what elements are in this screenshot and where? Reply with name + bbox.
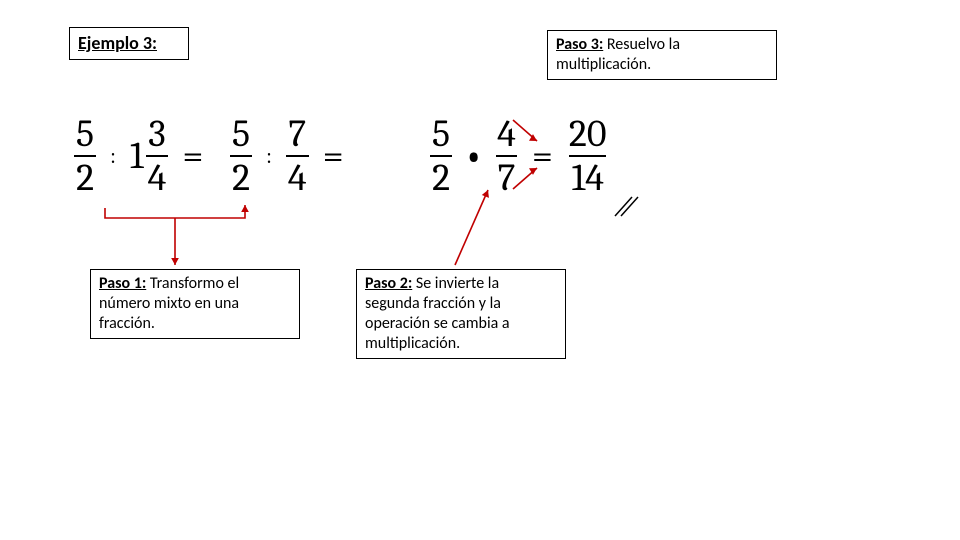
numerator: 4: [495, 115, 518, 155]
fraction: 2014: [567, 115, 609, 197]
operator: =: [176, 134, 209, 178]
numerator: 5: [230, 115, 252, 155]
denominator: 7: [496, 155, 518, 197]
denominator: 2: [430, 155, 452, 197]
example-title-label: Ejemplo 3:: [78, 32, 157, 54]
denominator: 2: [230, 155, 252, 197]
step1-callout: Paso 1: Transformo el número mixto en un…: [90, 269, 300, 339]
multiplication-dot: •: [460, 136, 487, 176]
denominator: 4: [146, 155, 169, 197]
denominator: 4: [286, 155, 309, 197]
equation-group-1: 52:74=: [230, 115, 350, 197]
mixed-number: 134: [130, 115, 168, 197]
fraction: 34: [146, 115, 169, 197]
numerator: 3: [146, 115, 168, 155]
numerator: 5: [430, 115, 452, 155]
fraction: 74: [286, 115, 309, 197]
numerator: 20: [567, 115, 609, 155]
numerator: 5: [74, 115, 96, 155]
operator: =: [317, 134, 350, 178]
example-title-box: Ejemplo 3:: [69, 27, 189, 60]
operator: :: [104, 143, 122, 169]
operator: :: [260, 143, 278, 169]
step3-label: Paso 3:: [556, 35, 603, 54]
denominator: 2: [74, 155, 96, 197]
step2-label: Paso 2:: [365, 274, 412, 293]
equation-group-2: 52•47=2014: [430, 115, 608, 197]
whole-part: 1: [130, 134, 144, 178]
numerator: 7: [286, 115, 308, 155]
denominator: 14: [569, 155, 605, 197]
fraction: 52: [230, 115, 252, 197]
fraction: 52: [74, 115, 96, 197]
fraction: 47: [495, 115, 518, 197]
equation-group-0: 52:134=: [74, 115, 209, 197]
step2-callout: Paso 2: Se invierte la segunda fracción …: [356, 269, 566, 359]
step3-callout: Paso 3: Resuelvo la multiplicación.: [547, 30, 777, 80]
step1-label: Paso 1:: [99, 274, 146, 293]
fraction: 52: [430, 115, 452, 197]
operator: =: [526, 134, 559, 178]
